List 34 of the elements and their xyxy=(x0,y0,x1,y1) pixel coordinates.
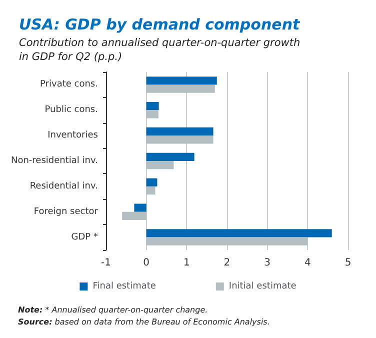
bar xyxy=(146,110,158,118)
chart-title: USA: GDP by demand component xyxy=(19,16,301,34)
chart-subtitle: Contribution to annualised quarter-on-quarter growth in GDP for Q2 (p.p.) xyxy=(19,37,300,63)
y-tick-label: Private cons. xyxy=(40,80,98,90)
x-tick-label: 2 xyxy=(224,258,230,268)
y-tick-label: Non-residential inv. xyxy=(10,156,98,166)
bar xyxy=(146,178,158,186)
legend-label: Initial estimate xyxy=(228,282,297,292)
x-tick-label: 5 xyxy=(344,258,352,268)
x-tick-label: 1 xyxy=(183,258,190,268)
x-tick-label: -1 xyxy=(100,258,111,268)
y-tick-label: Inventories xyxy=(48,130,98,141)
bar xyxy=(122,212,146,220)
y-tick-label: Foreign sector xyxy=(34,206,98,217)
bar xyxy=(146,186,156,195)
bar xyxy=(146,229,332,238)
legend-label: Final estimate xyxy=(92,282,156,292)
x-tick-label: 0 xyxy=(143,258,150,268)
bar xyxy=(146,102,159,110)
x-tick-label: 4 xyxy=(304,258,311,268)
bar xyxy=(146,152,194,161)
bar xyxy=(146,84,215,93)
bar xyxy=(146,136,214,144)
source-note: Source: based on data from the Bureau of Economic Analysis. xyxy=(18,318,270,326)
y-tick-label: Public cons. xyxy=(44,105,98,116)
x-tick-label: 3 xyxy=(264,258,271,268)
bar xyxy=(146,237,308,246)
bar xyxy=(146,76,217,85)
bar xyxy=(146,127,214,136)
y-tick-label: GDP * xyxy=(71,232,98,242)
text: Note: * Annualised quarter-on-quarter change. xyxy=(18,306,208,314)
y-tick-label: Residential inv. xyxy=(30,181,98,192)
bar xyxy=(134,204,146,212)
bar xyxy=(146,161,174,170)
